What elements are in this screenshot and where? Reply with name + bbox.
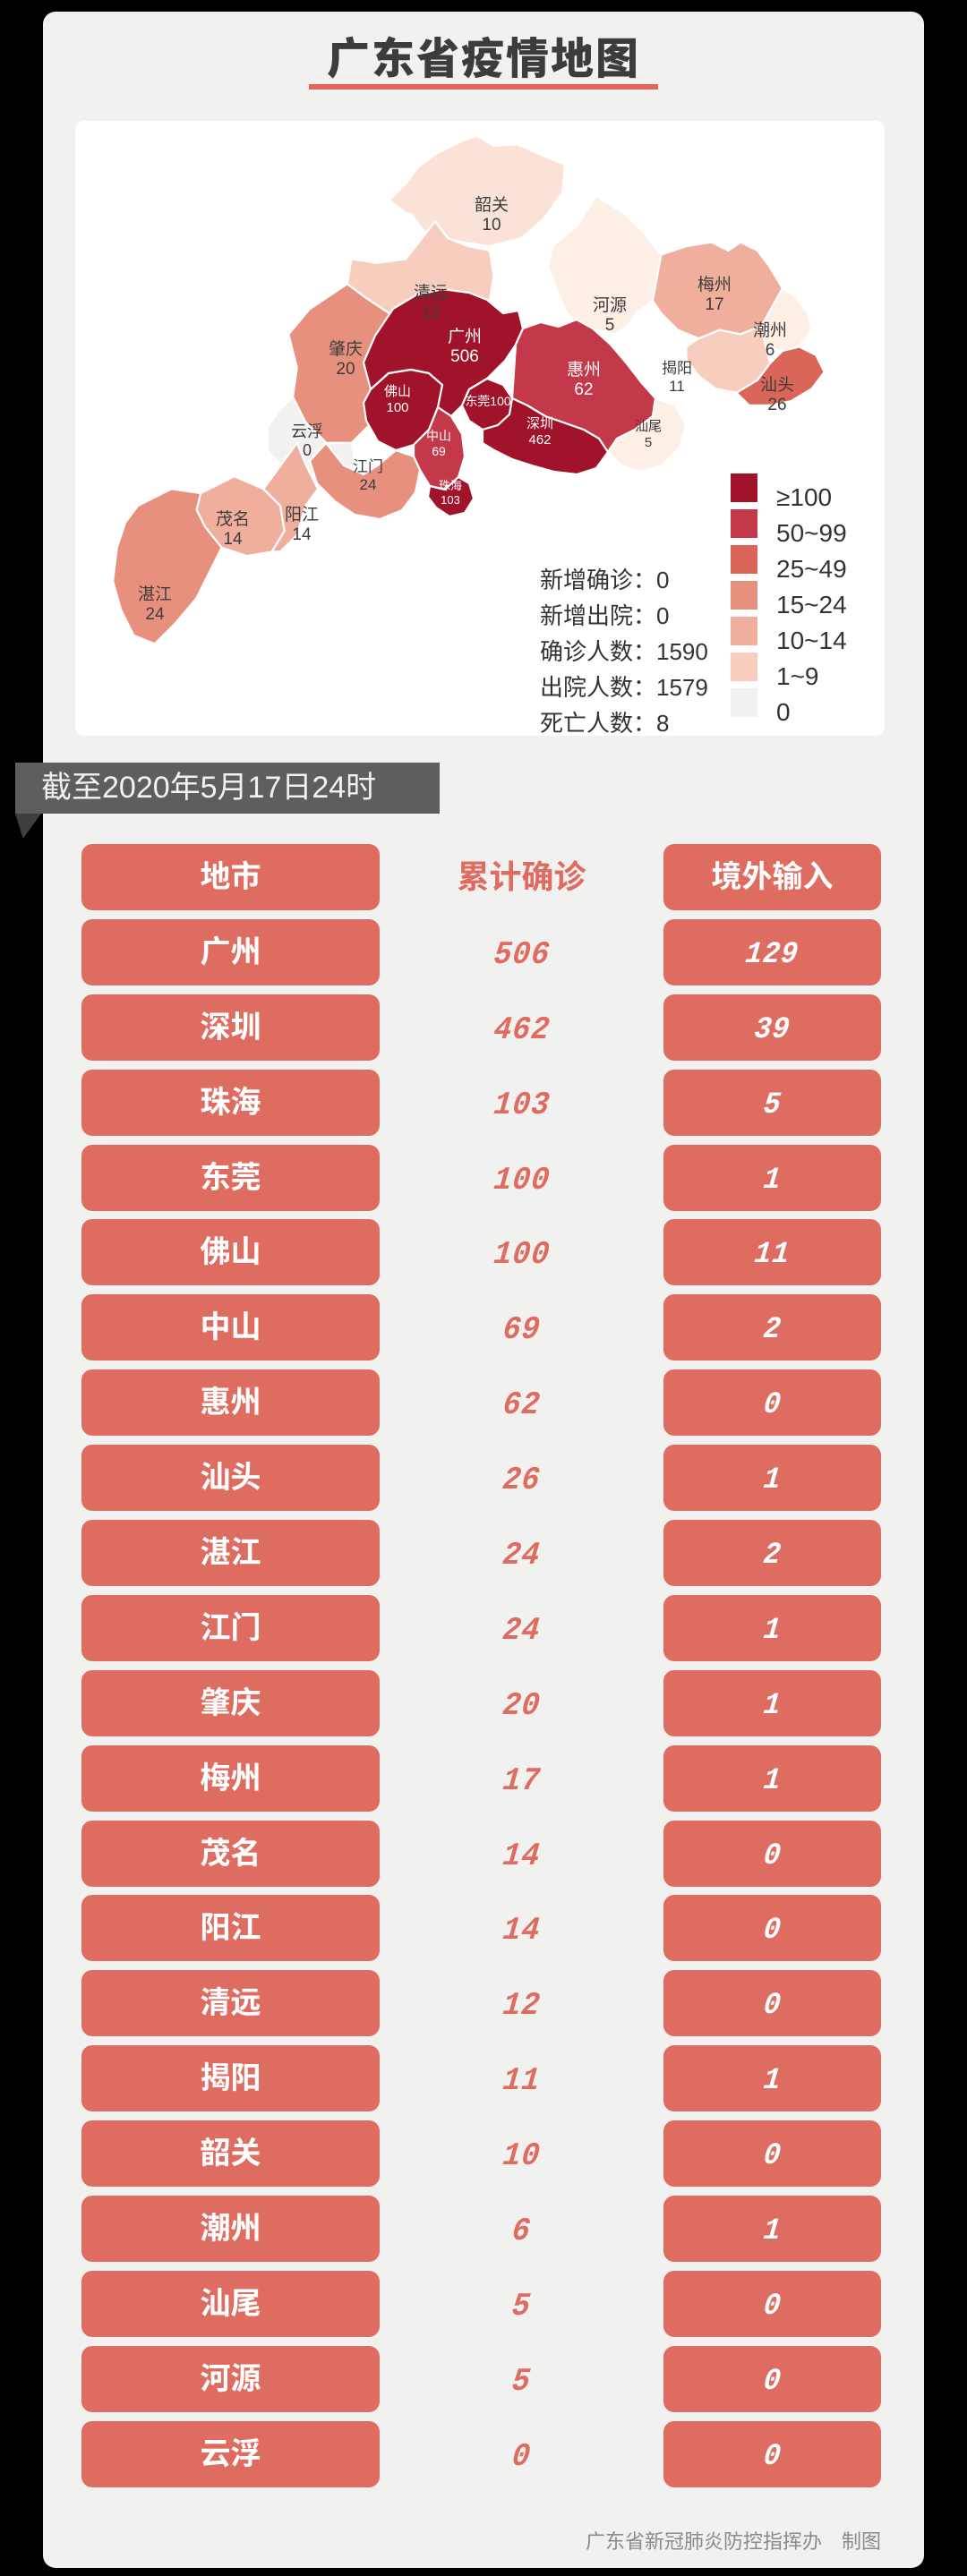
svg-text:中山: 中山 [426,429,451,443]
svg-text:462: 462 [528,432,551,448]
svg-text:20: 20 [336,360,355,379]
svg-text:揭阳: 揭阳 [662,360,692,377]
svg-text:茂名: 茂名 [216,509,250,529]
svg-text:6: 6 [766,341,775,360]
svg-text:汕尾: 汕尾 [635,419,662,434]
svg-text:11: 11 [669,378,685,395]
svg-text:阳江: 阳江 [285,505,319,525]
svg-text:10: 10 [482,216,501,235]
svg-text:0: 0 [303,441,312,459]
svg-text:17: 17 [705,295,723,314]
svg-text:清远: 清远 [414,283,448,303]
svg-text:肇庆: 肇庆 [329,339,363,359]
svg-text:5: 5 [645,435,652,450]
svg-text:湛江: 湛江 [138,584,172,604]
svg-text:梅州: 梅州 [697,275,732,294]
svg-text:24: 24 [360,476,377,493]
svg-text:佛山: 佛山 [384,384,411,399]
svg-text:江门: 江门 [353,458,383,475]
svg-text:103: 103 [441,493,460,507]
svg-text:62: 62 [574,380,593,399]
svg-text:潮州: 潮州 [753,320,787,340]
svg-text:东莞100: 东莞100 [465,394,511,408]
svg-text:广州: 广州 [448,327,482,346]
svg-text:24: 24 [145,605,165,624]
svg-text:珠海: 珠海 [439,479,462,492]
svg-text:12: 12 [421,303,440,322]
svg-text:14: 14 [292,525,312,544]
svg-text:云浮: 云浮 [291,422,323,440]
svg-text:5: 5 [605,316,615,335]
svg-text:河源: 河源 [593,295,627,315]
svg-text:韶关: 韶关 [475,195,509,215]
svg-text:深圳: 深圳 [526,416,553,431]
svg-text:26: 26 [767,396,786,414]
svg-text:14: 14 [223,530,243,549]
svg-text:汕头: 汕头 [760,375,794,395]
svg-text:惠州: 惠州 [567,360,601,380]
svg-text:100: 100 [386,400,408,415]
svg-text:506: 506 [450,347,479,366]
svg-text:69: 69 [432,444,446,458]
